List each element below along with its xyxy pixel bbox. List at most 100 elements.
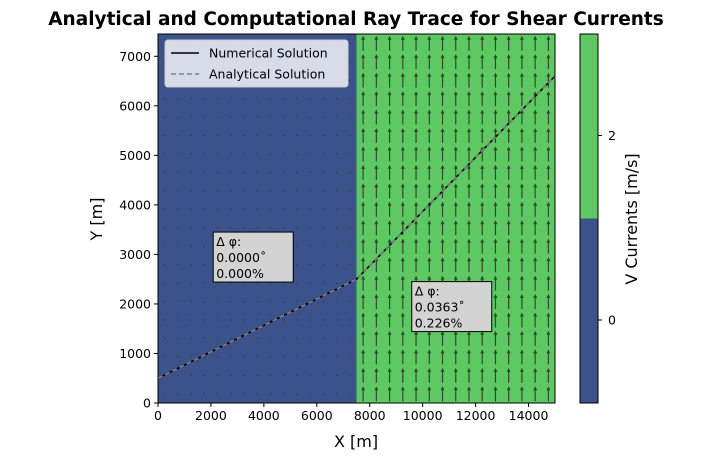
vector-arrowhead [361, 367, 366, 372]
vector-dot [269, 300, 272, 303]
vector-dot [309, 116, 311, 118]
y-axis-ticks: 0 1000 2000 3000 4000 5000 6000 7000 [119, 49, 158, 411]
vector-dot [349, 263, 351, 266]
vector-arrowhead [361, 91, 366, 96]
vector-dot [177, 134, 179, 137]
vector-dot [322, 356, 325, 358]
vector-dot [322, 208, 325, 210]
vector-arrowhead [493, 146, 498, 151]
vector-dot [335, 153, 338, 155]
vector-arrowhead [414, 257, 419, 262]
vector-arrowhead [519, 238, 524, 243]
vector-dot [309, 190, 311, 192]
vector-dot [283, 227, 285, 229]
vector-arrowhead [506, 164, 511, 169]
x-axis-ticks: 0 2000 4000 6000 8000 10000 12000 14000 [154, 403, 548, 423]
x-tick-label: 2000 [195, 408, 227, 423]
legend-label-1: Analytical Solution [209, 67, 325, 82]
vector-dot [163, 227, 166, 229]
vector-arrowhead [374, 275, 379, 280]
vector-arrowhead [440, 109, 445, 114]
vector-dot [243, 282, 245, 284]
vector-arrowhead [519, 164, 524, 169]
vector-arrowhead [387, 54, 392, 59]
vector-dot [163, 153, 166, 155]
y-tick-label: 1000 [119, 346, 151, 361]
vector-dot [349, 393, 351, 395]
vector-dot [203, 374, 206, 377]
vector-arrowhead [519, 201, 524, 206]
y-tick-label: 5000 [119, 148, 151, 163]
vector-arrowhead [506, 220, 511, 225]
vector-dot [296, 116, 298, 118]
vector-arrowhead [427, 91, 432, 96]
vector-dot [190, 190, 192, 192]
vector-dot [243, 153, 245, 155]
vector-dot [177, 263, 179, 266]
vector-arrowhead [427, 367, 432, 372]
vector-arrowhead [533, 330, 538, 335]
vector-arrowhead [453, 275, 458, 280]
vector-arrowhead [546, 164, 551, 169]
vector-arrowhead [506, 312, 511, 317]
vector-dot [203, 134, 206, 137]
vector-arrowhead [493, 386, 498, 391]
vector-arrowhead [493, 127, 498, 132]
field-region-1 [356, 34, 555, 403]
vector-arrowhead [480, 330, 485, 335]
vector-arrowhead [453, 257, 458, 262]
vector-arrowhead [361, 294, 366, 299]
vector-arrowhead [427, 35, 432, 40]
vector-arrowhead [493, 109, 498, 114]
chart-title: Analytical and Computational Ray Trace f… [48, 9, 664, 30]
vector-arrowhead [374, 109, 379, 114]
vector-arrowhead [506, 349, 511, 354]
plot-frame [157, 33, 556, 404]
vector-arrowhead [427, 330, 432, 335]
vector-arrowhead [440, 349, 445, 354]
vector-dot [203, 282, 206, 284]
vector-arrowhead [387, 183, 392, 188]
vector-dot [177, 393, 179, 395]
vector-arrowhead [453, 330, 458, 335]
vector-dot [335, 97, 338, 100]
vector-dot [256, 337, 258, 340]
vector-dot [163, 393, 166, 395]
vector-dot [216, 227, 219, 229]
vector-dot [349, 60, 351, 63]
vector-arrowhead [453, 367, 458, 372]
vector-arrowhead [374, 220, 379, 225]
vector-dot [335, 116, 338, 118]
vector-dot [163, 263, 166, 266]
vector-arrowhead [466, 330, 471, 335]
vector-arrowhead [506, 386, 511, 391]
vector-dot [243, 134, 245, 137]
vector-dot [296, 97, 298, 100]
vector-dot [243, 393, 245, 395]
vector-arrowhead [414, 220, 419, 225]
vector-dot [230, 337, 232, 340]
vector-arrowhead [387, 146, 392, 151]
vector-arrowhead [546, 386, 551, 391]
vector-dot [322, 153, 325, 155]
vector-dot [230, 282, 232, 284]
vector-arrowhead [387, 257, 392, 262]
vector-dot [349, 300, 351, 303]
vector-arrowhead [466, 127, 471, 132]
vector-arrowhead [466, 349, 471, 354]
vector-arrowhead [533, 146, 538, 151]
vector-dot [309, 263, 311, 266]
vector-arrowhead [480, 54, 485, 59]
vector-arrowhead [414, 238, 419, 243]
vector-dot [163, 208, 166, 210]
vector-arrowhead [466, 257, 471, 262]
vector-arrowhead [453, 238, 458, 243]
vector-dot [335, 282, 338, 284]
vector-arrowhead [480, 257, 485, 262]
vector-arrowhead [400, 164, 405, 169]
vector-arrowhead [546, 238, 551, 243]
vector-arrowhead [440, 220, 445, 225]
vector-dot [177, 300, 179, 303]
vector-arrowhead [506, 35, 511, 40]
vector-arrowhead [506, 201, 511, 206]
